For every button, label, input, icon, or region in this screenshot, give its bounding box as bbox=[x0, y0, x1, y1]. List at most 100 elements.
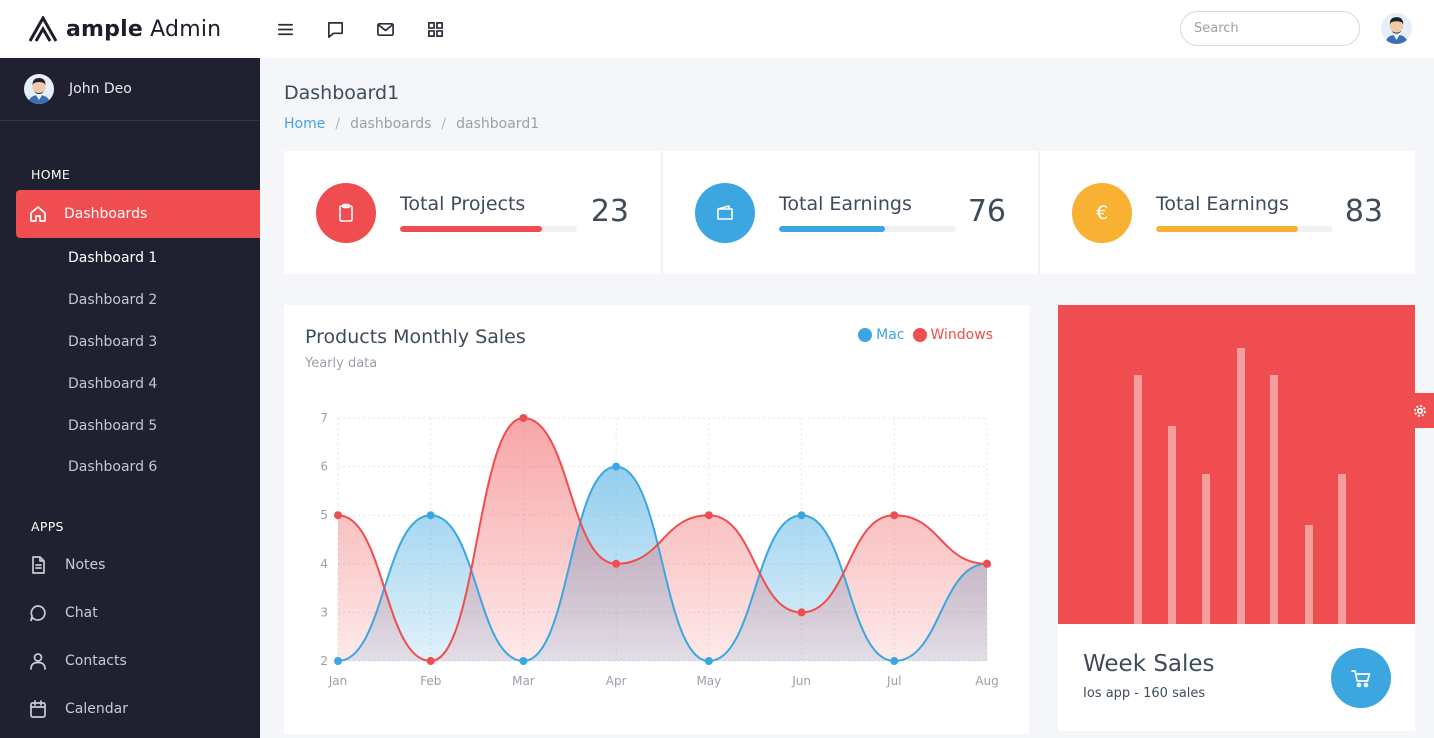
breadcrumb-current: dashboard1 bbox=[456, 116, 540, 132]
sidebar-item-label: Calendar bbox=[65, 701, 128, 717]
sidebar: John Deo HOME Dashboards Dashboard 1 Das… bbox=[0, 58, 260, 738]
ample-logo-icon bbox=[28, 16, 58, 42]
products-monthly-sales-card: 2 3 4 5 6 7 Jan Feb Mar Apr May Jun Jul Aug Products … bbox=[284, 305, 1029, 734]
cart-button[interactable] bbox=[1331, 648, 1391, 708]
x-tick-label: Jun bbox=[791, 674, 811, 688]
sidebar-item-notes[interactable]: Notes bbox=[28, 555, 105, 575]
breadcrumb-dashboards-link[interactable]: dashboards bbox=[350, 116, 432, 132]
week-sales-bar bbox=[1202, 474, 1210, 624]
message-icon[interactable] bbox=[322, 16, 348, 42]
x-tick-label: May bbox=[696, 674, 721, 688]
sidebar-item-label: Contacts bbox=[65, 653, 127, 669]
legend-item-windows[interactable]: Windows bbox=[912, 327, 993, 343]
stat-icon-circle bbox=[316, 183, 376, 243]
data-point-windows bbox=[704, 511, 713, 520]
home-icon bbox=[30, 206, 46, 222]
wallet-icon bbox=[717, 205, 733, 220]
y-tick-label: 5 bbox=[320, 508, 328, 522]
menu-icon[interactable] bbox=[272, 16, 298, 42]
data-point-windows bbox=[426, 657, 435, 665]
stat-value: 76 bbox=[967, 194, 1006, 229]
week-sales-subtitle: Ios app - 160 sales bbox=[1083, 686, 1206, 701]
sidebar-item-dashboards[interactable]: Dashboards bbox=[16, 190, 260, 238]
x-tick-label: Mar bbox=[512, 674, 535, 688]
data-point-mac bbox=[890, 657, 899, 665]
stat-card-total-earnings: Total Earnings 76 bbox=[661, 151, 1038, 274]
week-sales-bar bbox=[1134, 375, 1142, 624]
contacts-icon bbox=[30, 653, 46, 670]
sidebar-subitem-dashboard-5[interactable]: Dashboard 5 bbox=[68, 418, 158, 434]
y-tick-label: 2 bbox=[320, 654, 328, 668]
week-sales-title: Week Sales bbox=[1083, 651, 1215, 677]
x-tick-label: Apr bbox=[606, 674, 627, 688]
euro-icon: € bbox=[1095, 202, 1109, 224]
chart-subtitle: Yearly data bbox=[305, 356, 378, 371]
sidebar-subitem-dashboard-3[interactable]: Dashboard 3 bbox=[68, 334, 158, 350]
x-tick-label: Aug bbox=[975, 674, 998, 688]
legend-item-mac[interactable]: Mac bbox=[858, 327, 905, 343]
data-point-mac bbox=[797, 511, 806, 520]
legend-label: Mac bbox=[876, 327, 905, 343]
mail-icon[interactable] bbox=[372, 16, 398, 42]
data-point-mac bbox=[426, 511, 435, 520]
stat-value: 83 bbox=[1344, 194, 1383, 229]
data-point-windows bbox=[890, 511, 899, 520]
week-sales-bar bbox=[1237, 348, 1245, 624]
sidebar-caption-apps: APPS bbox=[31, 519, 64, 534]
sidebar-subitem-dashboard-1[interactable]: Dashboard 1 bbox=[68, 250, 158, 266]
sidebar-user[interactable]: John Deo bbox=[0, 58, 260, 121]
week-sales-bar bbox=[1338, 474, 1346, 624]
y-tick-label: 6 bbox=[320, 460, 328, 474]
data-point-windows bbox=[797, 608, 806, 617]
sidebar-item-calendar[interactable]: Calendar bbox=[28, 699, 128, 719]
y-tick-label: 7 bbox=[320, 411, 328, 425]
stat-progress-bar bbox=[1156, 226, 1333, 232]
sidebar-caption-home: HOME bbox=[31, 167, 71, 182]
sidebar-subitem-dashboard-2[interactable]: Dashboard 2 bbox=[68, 292, 158, 308]
notes-icon bbox=[32, 556, 45, 574]
breadcrumb-home-link[interactable]: Home bbox=[284, 116, 326, 132]
data-point-windows bbox=[612, 559, 621, 568]
chart-title: Products Monthly Sales bbox=[305, 326, 526, 348]
data-point-windows bbox=[983, 559, 991, 568]
sidebar-subitem-dashboard-4[interactable]: Dashboard 4 bbox=[68, 376, 158, 392]
sidebar-item-label: Notes bbox=[65, 557, 106, 573]
brand-logo[interactable]: ample Admin bbox=[28, 14, 221, 44]
user-avatar[interactable] bbox=[1381, 13, 1412, 44]
x-tick-label: Feb bbox=[420, 674, 441, 688]
sidebar-subitem-dashboard-6[interactable]: Dashboard 6 bbox=[68, 459, 158, 475]
week-sales-bar bbox=[1270, 375, 1278, 624]
sidebar-user-name: John Deo bbox=[69, 81, 132, 97]
stat-label: Total Projects bbox=[400, 193, 526, 215]
data-point-windows bbox=[519, 414, 528, 422]
data-point-mac bbox=[334, 657, 342, 665]
stats-row: Total Projects 23 Total Earnings 76 € To… bbox=[284, 151, 1415, 274]
stat-icon-circle bbox=[695, 183, 755, 243]
brand-name: ample Admin bbox=[66, 16, 222, 42]
sidebar-item-label: Chat bbox=[65, 605, 98, 621]
search-input[interactable] bbox=[1180, 11, 1360, 46]
sidebar-item-chat[interactable]: Chat bbox=[28, 603, 98, 623]
series-line-mac bbox=[337, 465, 988, 663]
topbar: ample Admin bbox=[0, 0, 1434, 58]
sales-area-chart: 2 3 4 5 6 7 Jan Feb Mar Apr May Jun Jul Aug bbox=[320, 411, 998, 688]
page-title: Dashboard1 bbox=[284, 82, 400, 104]
cart-icon bbox=[1351, 670, 1371, 688]
week-sales-bar bbox=[1168, 426, 1176, 624]
y-tick-label: 4 bbox=[320, 557, 328, 571]
stat-progress-bar bbox=[400, 226, 577, 232]
chart-legend: Mac Windows bbox=[850, 327, 993, 343]
data-point-windows bbox=[334, 511, 342, 520]
sidebar-item-contacts[interactable]: Contacts bbox=[28, 651, 127, 671]
settings-toggle[interactable] bbox=[1406, 393, 1434, 428]
stat-label: Total Earnings bbox=[779, 193, 912, 215]
breadcrumb-separator: / bbox=[441, 116, 447, 132]
apps-grid-icon[interactable] bbox=[422, 16, 448, 42]
clipboard-icon bbox=[339, 203, 353, 222]
y-tick-label: 3 bbox=[320, 605, 328, 619]
x-tick-label: Jul bbox=[886, 674, 901, 688]
calendar-icon bbox=[30, 700, 46, 718]
sidebar-avatar bbox=[24, 74, 54, 104]
week-sales-card: Week Sales Ios app - 160 sales bbox=[1058, 305, 1415, 731]
data-point-mac bbox=[704, 657, 713, 665]
